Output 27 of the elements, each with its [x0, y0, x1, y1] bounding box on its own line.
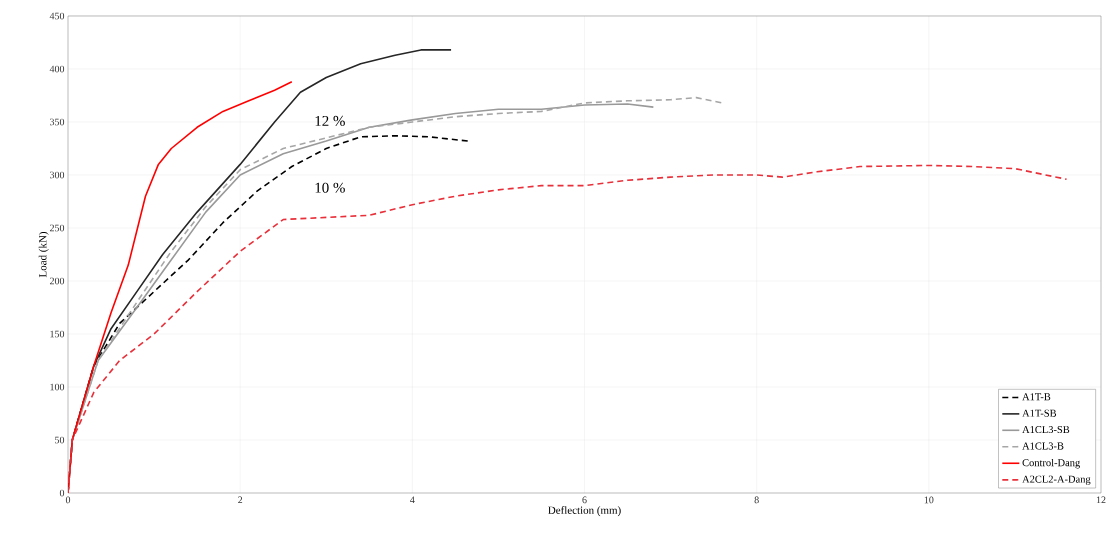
- x-tick-label: 6: [582, 496, 587, 504]
- y-tick-label: 350: [50, 118, 65, 126]
- x-tick-label: 4: [410, 496, 415, 504]
- legend-label: A1CL3-SB: [1022, 426, 1070, 434]
- y-tick-label: 300: [50, 171, 65, 179]
- y-axis-title: Load (kN): [38, 232, 49, 278]
- legend-label: A1T-SB: [1022, 409, 1057, 417]
- x-axis-title: Deflection (mm): [548, 506, 621, 517]
- y-tick-label: 400: [49, 65, 65, 73]
- legend-label: A2CL2-A-Dang: [1022, 475, 1091, 485]
- y-tick-label: 50: [55, 436, 65, 444]
- x-tick-label: 12: [1096, 496, 1106, 504]
- legend-label: Control-Dang: [1022, 458, 1081, 469]
- x-tick-label: 8: [754, 496, 759, 504]
- annotation: 12 %: [315, 115, 345, 127]
- y-tick-label: 150: [50, 330, 65, 338]
- legend-label: A1T-B: [1022, 393, 1051, 401]
- y-tick-label: 250: [49, 224, 65, 232]
- annotation: 10 %: [315, 182, 345, 193]
- y-tick-label: 0: [59, 489, 65, 497]
- y-tick-label: 450: [49, 12, 65, 20]
- legend-label: A1CL3-B: [1022, 442, 1064, 450]
- y-tick-label: 200: [49, 277, 65, 285]
- x-tick-label: 10: [924, 496, 934, 504]
- x-tick-label: 2: [238, 496, 243, 504]
- x-tick-label: 0: [65, 496, 71, 504]
- y-tick-label: 100: [50, 383, 65, 391]
